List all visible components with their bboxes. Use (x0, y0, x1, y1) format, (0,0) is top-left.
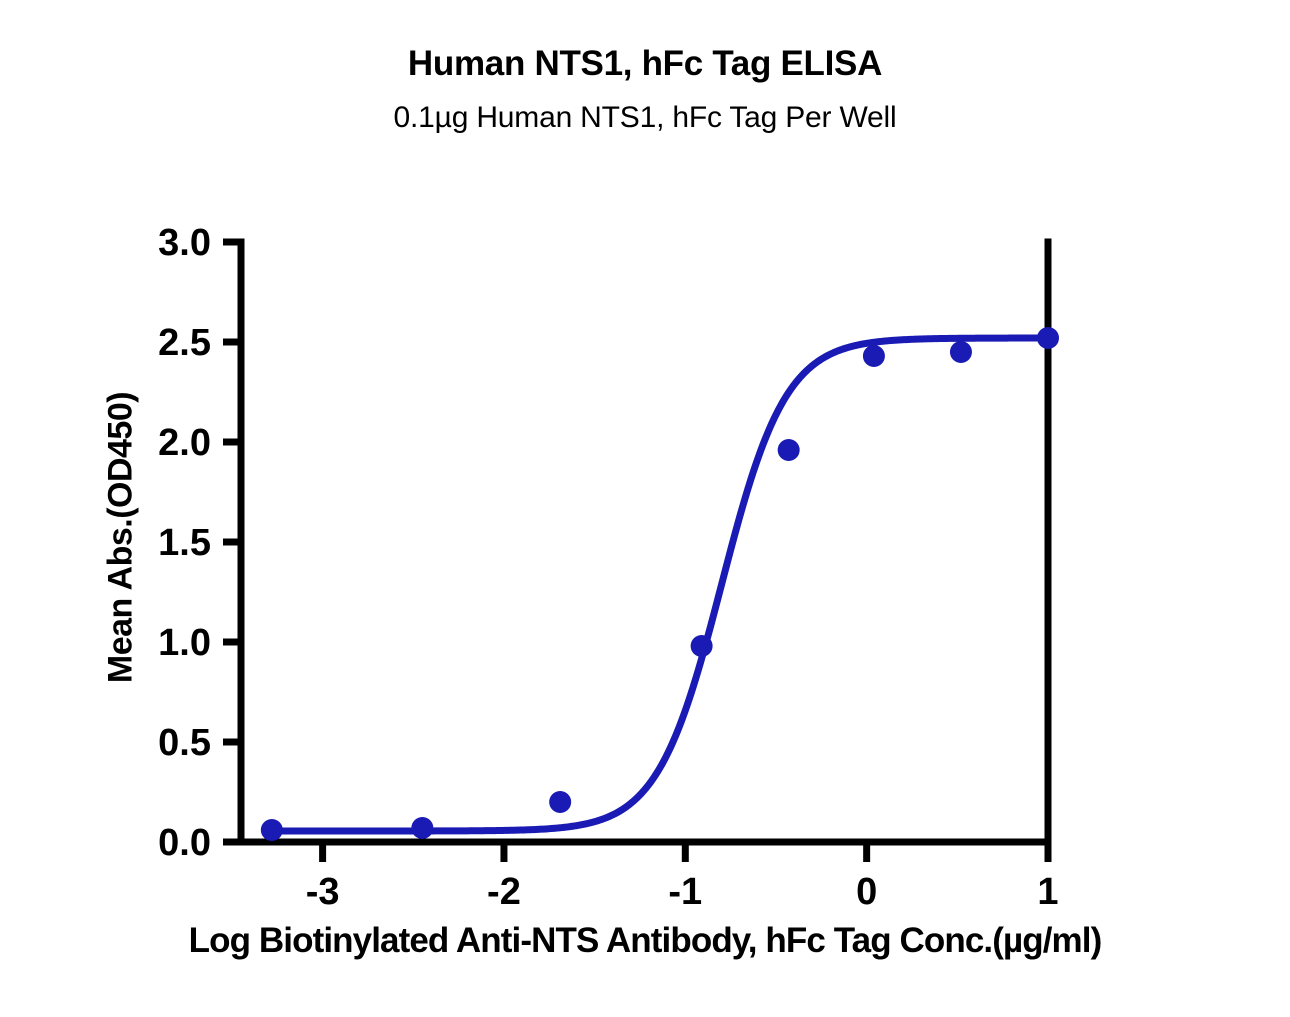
x-tick-label: -2 (487, 871, 521, 913)
x-tick-label: 0 (856, 871, 877, 913)
axes-layer (237, 238, 1052, 846)
x-tick-label: 1 (1037, 871, 1058, 913)
data-points (260, 327, 1059, 841)
data-point-marker (690, 635, 713, 657)
y-tick-label: 1.0 (158, 622, 211, 664)
data-point-marker (777, 439, 800, 461)
sigmoid-fit-curve (268, 334, 1052, 835)
data-point-marker (411, 817, 434, 839)
x-tick-label: -3 (306, 871, 340, 913)
x-tick-labels: -3 -2 -1 0 1 (306, 871, 1059, 913)
data-point-marker (260, 819, 283, 841)
x-axis-label: Log Biotinylated Anti-NTS Antibody, hFc … (188, 921, 1103, 960)
chart-title: Human NTS1, hFc Tag ELISA (407, 44, 883, 83)
data-point-marker (549, 791, 572, 813)
x-tick-label: -1 (668, 871, 702, 913)
y-tick-label: 3.0 (158, 222, 211, 264)
data-point-marker (949, 341, 972, 363)
y-axis-label: Mean Abs.(OD450) (101, 391, 140, 684)
y-tick-label: 2.0 (158, 422, 211, 464)
chart-subtitle: 0.1µg Human NTS1, hFc Tag Per Well (393, 101, 897, 134)
y-tick-label: 0.0 (158, 822, 211, 864)
fit-curve (268, 334, 1052, 835)
y-tick-label: 2.5 (158, 322, 211, 364)
y-tick-labels: 0.0 0.5 1.0 1.5 2.0 2.5 3.0 (158, 222, 211, 864)
data-point-marker (862, 345, 885, 367)
y-tick-label: 1.5 (158, 522, 211, 564)
tick-marks (223, 238, 1052, 862)
y-tick-label: 0.5 (158, 722, 211, 764)
data-point-marker (1037, 327, 1059, 349)
